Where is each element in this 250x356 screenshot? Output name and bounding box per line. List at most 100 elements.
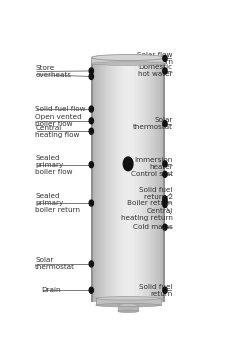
Text: Immersion
heater: Immersion heater [134, 157, 173, 171]
Bar [136, 61, 137, 302]
Bar [115, 61, 116, 302]
Bar [130, 61, 132, 302]
Bar [145, 61, 146, 302]
Ellipse shape [91, 54, 165, 61]
Circle shape [89, 73, 94, 79]
Bar [96, 298, 160, 305]
Bar [139, 61, 140, 302]
Bar [146, 61, 148, 302]
Circle shape [89, 261, 94, 267]
Bar [164, 61, 165, 302]
Bar [112, 61, 114, 302]
Text: Solid fuel
return 2: Solid fuel return 2 [139, 187, 173, 200]
Text: Central
heating flow: Central heating flow [35, 125, 80, 138]
Bar [159, 61, 160, 302]
Bar [128, 61, 129, 302]
Bar [126, 61, 127, 302]
Circle shape [163, 161, 167, 167]
Circle shape [163, 224, 167, 230]
Circle shape [89, 118, 94, 124]
Bar [127, 61, 128, 302]
Bar [122, 61, 123, 302]
Text: Drain: Drain [41, 287, 60, 293]
Bar [161, 61, 162, 302]
Bar [137, 61, 138, 302]
Text: Solar
thermostat: Solar thermostat [133, 117, 173, 130]
Bar [117, 61, 118, 302]
Text: Sealed
primary
boiler flow: Sealed primary boiler flow [35, 155, 72, 175]
Text: Sealed
primary
boiler return: Sealed primary boiler return [35, 193, 80, 213]
Bar [100, 61, 101, 302]
Bar [104, 61, 105, 302]
Bar [162, 61, 164, 302]
Bar [154, 61, 155, 302]
Text: Solid fuel flow: Solid fuel flow [35, 106, 86, 112]
Bar [124, 61, 126, 302]
Text: Open vented
boiler flow: Open vented boiler flow [35, 114, 82, 127]
Circle shape [163, 199, 167, 205]
Circle shape [123, 157, 133, 171]
Ellipse shape [96, 297, 160, 300]
Bar [123, 61, 124, 302]
Bar [133, 61, 134, 302]
Circle shape [89, 287, 94, 293]
Bar [116, 61, 117, 302]
Ellipse shape [91, 62, 165, 66]
Bar [92, 61, 94, 302]
Bar [158, 61, 159, 302]
Bar [101, 61, 102, 302]
Bar [129, 61, 130, 302]
Text: Cold mains: Cold mains [133, 224, 173, 230]
Bar [108, 61, 110, 302]
Ellipse shape [118, 310, 139, 313]
Circle shape [163, 55, 167, 61]
Text: Boiler return: Boiler return [127, 200, 173, 206]
Text: Domestic
hot water: Domestic hot water [138, 64, 173, 78]
Circle shape [163, 171, 167, 177]
Bar [106, 61, 107, 302]
Text: Control stat: Control stat [130, 171, 173, 177]
Bar [118, 305, 139, 311]
Bar [94, 61, 95, 302]
Circle shape [89, 128, 94, 134]
Bar [156, 61, 158, 302]
Bar [160, 61, 161, 302]
Text: Store
overheats: Store overheats [35, 65, 71, 78]
Bar [155, 61, 156, 302]
Text: Solid fuel
return: Solid fuel return [139, 284, 173, 297]
Bar [120, 61, 121, 302]
Text: Solar
thermostat: Solar thermostat [35, 257, 75, 271]
Bar [134, 61, 136, 302]
Bar [121, 61, 122, 302]
Bar [114, 61, 115, 302]
Text: Central
heating return: Central heating return [121, 208, 173, 221]
Bar [142, 61, 143, 302]
Bar [153, 61, 154, 302]
Ellipse shape [96, 303, 160, 307]
Text: Solar flow
and return: Solar flow and return [135, 52, 173, 65]
Bar [148, 61, 149, 302]
Bar [118, 61, 120, 302]
Bar [96, 61, 98, 302]
Circle shape [163, 68, 167, 74]
Bar [111, 61, 112, 302]
Ellipse shape [118, 304, 139, 307]
Circle shape [163, 201, 167, 208]
Bar [98, 61, 99, 302]
Circle shape [89, 68, 94, 74]
Bar [138, 61, 139, 302]
Bar [132, 61, 133, 302]
Circle shape [89, 106, 94, 112]
Bar [149, 61, 150, 302]
Bar [105, 61, 106, 302]
Circle shape [89, 200, 94, 206]
Bar [163, 61, 165, 302]
Bar [91, 61, 92, 302]
Bar [152, 61, 153, 302]
Bar [99, 61, 100, 302]
Bar [102, 61, 104, 302]
Bar [107, 61, 108, 302]
Bar [91, 61, 93, 302]
Bar [110, 61, 111, 302]
Circle shape [163, 196, 167, 202]
